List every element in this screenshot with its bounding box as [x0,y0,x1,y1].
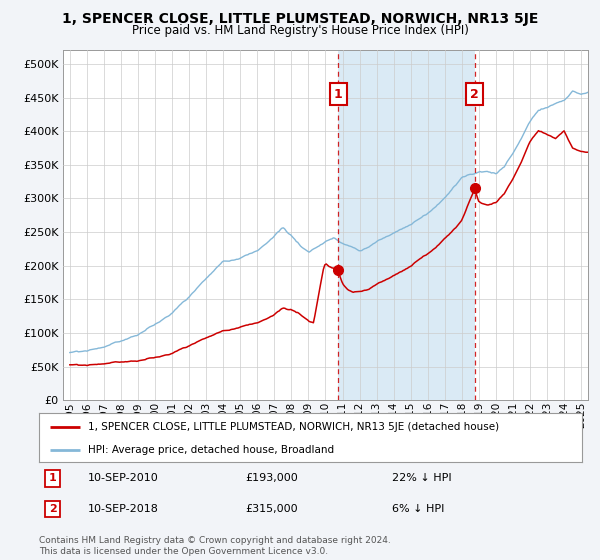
Text: 2: 2 [49,504,56,514]
Text: Price paid vs. HM Land Registry's House Price Index (HPI): Price paid vs. HM Land Registry's House … [131,24,469,37]
Text: 6% ↓ HPI: 6% ↓ HPI [392,504,445,514]
Text: HPI: Average price, detached house, Broadland: HPI: Average price, detached house, Broa… [88,445,334,455]
Text: £315,000: £315,000 [245,504,298,514]
Text: £193,000: £193,000 [245,473,298,483]
Text: Contains HM Land Registry data © Crown copyright and database right 2024.
This d: Contains HM Land Registry data © Crown c… [39,536,391,556]
Text: 1, SPENCER CLOSE, LITTLE PLUMSTEAD, NORWICH, NR13 5JE: 1, SPENCER CLOSE, LITTLE PLUMSTEAD, NORW… [62,12,538,26]
Text: 10-SEP-2018: 10-SEP-2018 [88,504,159,514]
Text: 1: 1 [49,473,56,483]
Text: 2: 2 [470,88,479,101]
Text: 1: 1 [334,88,343,101]
Text: 10-SEP-2010: 10-SEP-2010 [88,473,158,483]
Bar [338,50,475,400]
Text: 1, SPENCER CLOSE, LITTLE PLUMSTEAD, NORWICH, NR13 5JE (detached house): 1, SPENCER CLOSE, LITTLE PLUMSTEAD, NORW… [88,422,499,432]
Text: 22% ↓ HPI: 22% ↓ HPI [392,473,452,483]
